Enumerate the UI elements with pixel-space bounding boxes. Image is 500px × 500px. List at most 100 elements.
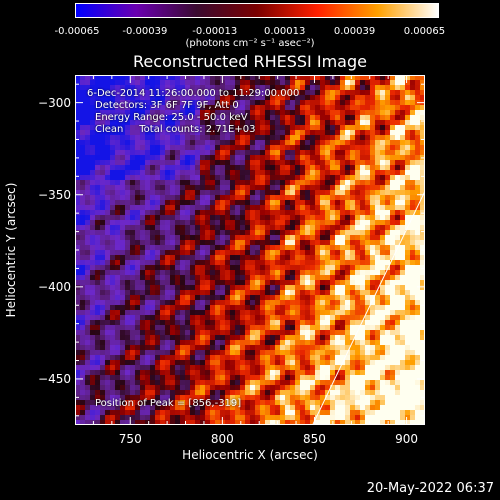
- heatmap-cell: [380, 365, 386, 371]
- heatmap-cell: [245, 380, 251, 386]
- heatmap-cell: [275, 340, 281, 346]
- heatmap-cell: [300, 125, 306, 131]
- heatmap-cell: [100, 305, 106, 311]
- heatmap-cell: [410, 405, 416, 411]
- heatmap-cell: [285, 180, 291, 186]
- heatmap-cell: [400, 410, 406, 416]
- heatmap-cell: [195, 370, 201, 376]
- heatmap-cell: [295, 335, 301, 341]
- heatmap-cell: [310, 75, 316, 81]
- heatmap-cell: [75, 235, 81, 241]
- heatmap-cell: [115, 190, 121, 196]
- heatmap-cell: [325, 290, 331, 296]
- heatmap-cell: [335, 300, 341, 306]
- heatmap-cell: [75, 215, 81, 221]
- heatmap-cell: [350, 250, 356, 256]
- heatmap-cell: [320, 365, 326, 371]
- heatmap-cell: [105, 305, 111, 311]
- heatmap-cell: [415, 415, 421, 421]
- heatmap-cell: [205, 180, 211, 186]
- heatmap-cell: [310, 205, 316, 211]
- heatmap-cell: [380, 415, 386, 421]
- heatmap-cell: [125, 330, 131, 336]
- heatmap-cell: [175, 80, 181, 86]
- heatmap-cell: [215, 395, 221, 401]
- heatmap-cell: [280, 195, 286, 201]
- heatmap-cell: [155, 415, 161, 421]
- heatmap-cell: [175, 300, 181, 306]
- heatmap-cell: [235, 135, 241, 141]
- heatmap-cell: [165, 190, 171, 196]
- heatmap-cell: [140, 295, 146, 301]
- heatmap-cell: [250, 345, 256, 351]
- heatmap-cell: [260, 385, 266, 391]
- heatmap-cell: [75, 265, 81, 271]
- heatmap-cell: [370, 260, 376, 266]
- heatmap-cell: [220, 100, 226, 106]
- heatmap-cell: [255, 120, 261, 126]
- heatmap-cell: [135, 235, 141, 241]
- heatmap-cell: [260, 190, 266, 196]
- heatmap-cell: [345, 165, 351, 171]
- heatmap-cell: [385, 100, 391, 106]
- heatmap-cell: [175, 405, 181, 411]
- heatmap-cell: [215, 140, 221, 146]
- heatmap-cell: [200, 350, 206, 356]
- heatmap-cell: [390, 415, 396, 421]
- heatmap-cell: [230, 340, 236, 346]
- heatmap-cell: [255, 275, 261, 281]
- heatmap-cell: [260, 310, 266, 316]
- heatmap-cell: [280, 260, 286, 266]
- heatmap-cell: [185, 105, 191, 111]
- heatmap-cell: [325, 195, 331, 201]
- heatmap-cell: [125, 190, 131, 196]
- heatmap-cell: [250, 405, 256, 411]
- heatmap-cell: [330, 240, 336, 246]
- heatmap-cell: [360, 140, 366, 146]
- heatmap-cell: [210, 215, 216, 221]
- heatmap-cell: [175, 240, 181, 246]
- heatmap-cell: [90, 245, 96, 251]
- heatmap-cell: [140, 190, 146, 196]
- heatmap-cell: [375, 260, 381, 266]
- heatmap-cell: [245, 330, 251, 336]
- heatmap-cell: [145, 345, 151, 351]
- heatmap-cell: [240, 85, 246, 91]
- heatmap-cell: [165, 300, 171, 306]
- heatmap-cell: [350, 170, 356, 176]
- heatmap-cell: [390, 365, 396, 371]
- heatmap-cell: [275, 195, 281, 201]
- heatmap-cell: [165, 395, 171, 401]
- heatmap-cell: [380, 300, 386, 306]
- heatmap-cell: [310, 225, 316, 231]
- heatmap-cell: [180, 240, 186, 246]
- heatmap-cell: [340, 185, 346, 191]
- heatmap-cell: [160, 290, 166, 296]
- heatmap-cell: [320, 380, 326, 386]
- heatmap-cell: [300, 310, 306, 316]
- heatmap-cell: [315, 205, 321, 211]
- heatmap-cell: [280, 95, 286, 101]
- heatmap-cell: [210, 135, 216, 141]
- heatmap-cell: [325, 245, 331, 251]
- heatmap-cell: [375, 235, 381, 241]
- heatmap-cell: [115, 125, 121, 131]
- heatmap-cell: [285, 110, 291, 116]
- heatmap-cell: [245, 250, 251, 256]
- heatmap-cell: [245, 100, 251, 106]
- heatmap-cell: [310, 165, 316, 171]
- heatmap-cell: [360, 395, 366, 401]
- heatmap-cell: [415, 255, 421, 261]
- heatmap-cell: [375, 175, 381, 181]
- heatmap-cell: [130, 75, 136, 81]
- heatmap-cell: [200, 175, 206, 181]
- heatmap-cell: [415, 355, 421, 361]
- heatmap-cell: [280, 200, 286, 206]
- heatmap-cell: [235, 265, 241, 271]
- heatmap-cell: [405, 315, 411, 321]
- heatmap-cell: [100, 190, 106, 196]
- heatmap-cell: [160, 410, 166, 416]
- heatmap-cell: [260, 355, 266, 361]
- heatmap-cell: [160, 145, 166, 151]
- heatmap-cell: [325, 115, 331, 121]
